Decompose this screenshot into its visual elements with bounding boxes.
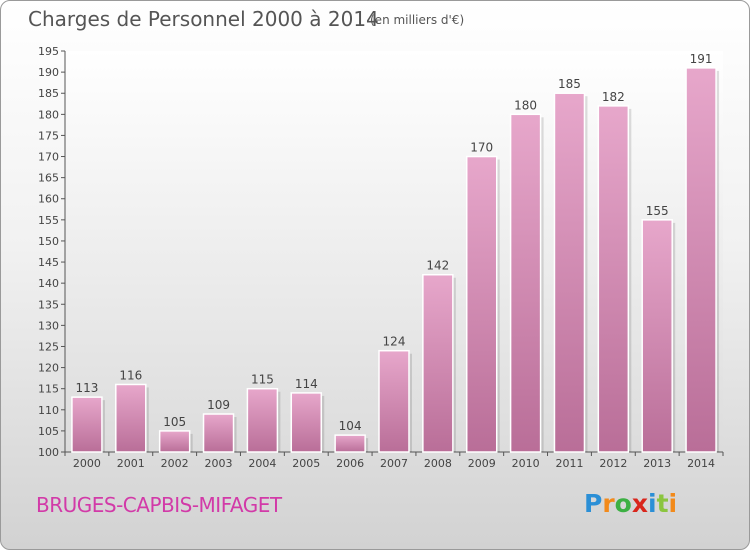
y-tick-label: 185 bbox=[38, 87, 59, 100]
x-tick-label: 2012 bbox=[599, 457, 627, 470]
data-label: 191 bbox=[690, 52, 713, 66]
bar bbox=[509, 113, 542, 453]
x-tick-label: 2000 bbox=[73, 457, 101, 470]
bar bbox=[685, 67, 717, 453]
data-label: 155 bbox=[646, 204, 669, 218]
y-tick-label: 110 bbox=[38, 404, 59, 417]
y-tick-label: 125 bbox=[38, 340, 59, 353]
y-tick-label: 130 bbox=[38, 319, 59, 332]
bar bbox=[202, 413, 235, 453]
y-tick-label: 195 bbox=[38, 45, 59, 58]
bar bbox=[422, 273, 454, 453]
logo-letter: r bbox=[602, 489, 615, 518]
bar bbox=[465, 155, 498, 453]
bar bbox=[290, 392, 323, 453]
data-label: 124 bbox=[383, 335, 406, 349]
data-label: 105 bbox=[163, 415, 186, 429]
y-tick-label: 145 bbox=[38, 256, 59, 269]
data-label: 114 bbox=[295, 377, 318, 391]
y-tick-label: 155 bbox=[38, 214, 59, 227]
bar bbox=[158, 430, 191, 453]
bar bbox=[553, 92, 586, 453]
bar bbox=[246, 387, 279, 453]
x-tick-label: 2004 bbox=[248, 457, 276, 470]
data-label: 180 bbox=[514, 98, 537, 112]
x-tick-label: 2001 bbox=[117, 457, 145, 470]
y-tick-label: 175 bbox=[38, 129, 59, 142]
bar bbox=[378, 349, 410, 453]
logo-letter: x bbox=[631, 489, 648, 518]
bar bbox=[334, 434, 366, 453]
x-tick-label: 2006 bbox=[336, 457, 364, 470]
y-tick-label: 105 bbox=[38, 425, 59, 438]
y-tick-label: 180 bbox=[38, 108, 59, 121]
y-tick-label: 115 bbox=[38, 383, 59, 396]
x-tick-label: 2010 bbox=[512, 457, 540, 470]
bar bbox=[641, 219, 673, 453]
y-tick-label: 165 bbox=[38, 172, 59, 185]
logo-letter: i bbox=[668, 489, 678, 518]
y-tick-label: 170 bbox=[38, 151, 59, 164]
x-tick-label: 2013 bbox=[643, 457, 671, 470]
data-label: 109 bbox=[207, 398, 230, 412]
y-tick-label: 100 bbox=[38, 446, 59, 459]
place-name: BRUGES-CAPBIS-MIFAGET bbox=[36, 493, 282, 517]
y-tick-label: 150 bbox=[38, 235, 59, 248]
data-label: 170 bbox=[470, 141, 493, 155]
x-tick-label: 2003 bbox=[205, 457, 233, 470]
bar bbox=[597, 105, 630, 453]
logo-letter: P bbox=[584, 489, 603, 518]
y-tick-label: 160 bbox=[38, 193, 59, 206]
x-tick-label: 2005 bbox=[292, 457, 320, 470]
y-tick-label: 120 bbox=[38, 362, 59, 375]
logo-letter: i bbox=[648, 489, 657, 518]
bar bbox=[115, 383, 147, 453]
x-tick-label: 2002 bbox=[161, 457, 189, 470]
logo-letter: t bbox=[656, 489, 669, 518]
x-tick-label: 2008 bbox=[424, 457, 452, 470]
data-label: 115 bbox=[251, 373, 274, 387]
y-tick-label: 135 bbox=[38, 298, 59, 311]
x-tick-label: 2011 bbox=[555, 457, 583, 470]
x-tick-label: 2014 bbox=[687, 457, 715, 470]
x-tick-label: 2007 bbox=[380, 457, 408, 470]
data-label: 182 bbox=[602, 90, 625, 104]
x-tick-label: 2009 bbox=[468, 457, 496, 470]
proxiti-logo: Proxiti bbox=[584, 489, 677, 518]
data-label: 142 bbox=[426, 259, 449, 273]
chart-subtitle: (en milliers d'€) bbox=[370, 13, 465, 27]
data-label: 104 bbox=[339, 419, 362, 433]
bar bbox=[71, 396, 103, 453]
data-label: 116 bbox=[119, 368, 142, 382]
y-tick-label: 190 bbox=[38, 66, 59, 79]
data-label: 185 bbox=[558, 77, 581, 91]
chart-title: Charges de Personnel 2000 à 2014 bbox=[28, 7, 379, 31]
y-tick-label: 140 bbox=[38, 277, 59, 290]
logo-letter: o bbox=[614, 489, 632, 518]
data-label: 113 bbox=[75, 381, 98, 395]
